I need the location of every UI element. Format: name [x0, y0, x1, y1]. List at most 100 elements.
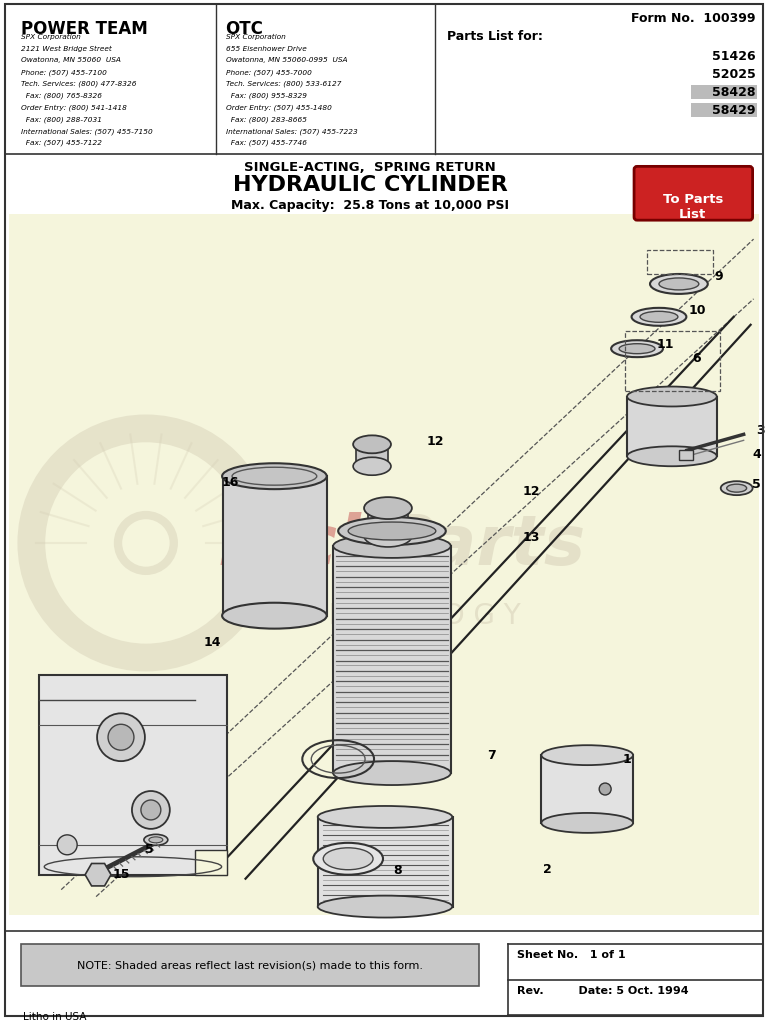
Bar [195, 850, 227, 874]
Ellipse shape [720, 481, 753, 496]
Text: 4: 4 [752, 447, 761, 461]
Text: 655 Eisenhower Drive: 655 Eisenhower Drive [226, 46, 306, 51]
Text: Form No.  100399: Form No. 100399 [631, 12, 756, 25]
Text: SINGLE-ACTING,  SPRING RETURN: SINGLE-ACTING, SPRING RETURN [244, 162, 496, 174]
Text: 58429: 58429 [712, 103, 756, 117]
Text: Parts List for:: Parts List for: [447, 30, 543, 43]
Ellipse shape [541, 813, 633, 833]
Text: 15: 15 [112, 868, 130, 882]
Ellipse shape [619, 344, 655, 353]
Ellipse shape [318, 806, 452, 827]
Ellipse shape [348, 522, 435, 540]
Text: 10: 10 [688, 304, 706, 317]
Text: 6: 6 [693, 352, 701, 366]
Text: Fax: (800) 288-7031: Fax: (800) 288-7031 [22, 116, 102, 123]
Ellipse shape [333, 761, 451, 785]
Text: Parts: Parts [384, 512, 586, 580]
Ellipse shape [727, 484, 746, 493]
Text: Tech. Services: (800) 533-6127: Tech. Services: (800) 533-6127 [226, 81, 341, 87]
Ellipse shape [364, 525, 412, 547]
Circle shape [97, 714, 145, 761]
Ellipse shape [541, 745, 633, 765]
Bar [318, 817, 453, 906]
Bar [691, 85, 756, 98]
Text: Order Entry: (800) 541-1418: Order Entry: (800) 541-1418 [22, 104, 127, 111]
Ellipse shape [318, 896, 452, 918]
Text: Owatonna, MN 55060  USA: Owatonna, MN 55060 USA [22, 57, 121, 63]
Text: 51426: 51426 [712, 50, 756, 62]
Ellipse shape [627, 446, 717, 466]
FancyBboxPatch shape [634, 166, 753, 220]
Text: 7: 7 [487, 749, 496, 762]
Text: 5: 5 [144, 844, 154, 856]
Ellipse shape [659, 278, 699, 290]
Text: 8: 8 [394, 864, 402, 878]
Text: 5: 5 [752, 477, 761, 490]
Text: 2121 West Bridge Street: 2121 West Bridge Street [22, 46, 112, 52]
Ellipse shape [149, 837, 163, 843]
Ellipse shape [631, 308, 687, 326]
Text: SPX Corporation: SPX Corporation [226, 34, 286, 40]
Ellipse shape [353, 458, 391, 475]
Text: 1: 1 [623, 753, 631, 766]
Text: Litho in USA: Litho in USA [23, 1012, 87, 1022]
Ellipse shape [323, 848, 373, 869]
Text: Phone: (507) 455-7100: Phone: (507) 455-7100 [22, 70, 108, 76]
Ellipse shape [627, 386, 717, 407]
Text: Fax: (800) 955-8329: Fax: (800) 955-8329 [226, 92, 306, 99]
Bar [627, 396, 717, 457]
Text: NOTE: Shaded areas reflect last revision(s) made to this form.: NOTE: Shaded areas reflect last revision… [77, 961, 422, 971]
Text: Sheet No.   1 of 1: Sheet No. 1 of 1 [518, 950, 626, 961]
Text: OTC: OTC [226, 19, 263, 38]
Ellipse shape [333, 534, 451, 558]
Ellipse shape [313, 843, 383, 874]
Bar [39, 676, 227, 874]
Text: International Sales: (507) 455-7150: International Sales: (507) 455-7150 [22, 128, 153, 134]
Circle shape [132, 791, 170, 828]
Text: To Parts
List: To Parts List [663, 194, 723, 221]
Bar [679, 451, 693, 460]
Text: Fax: (800) 283-8665: Fax: (800) 283-8665 [226, 116, 306, 123]
Ellipse shape [144, 835, 168, 846]
Circle shape [599, 783, 611, 795]
Text: 12: 12 [427, 435, 445, 447]
Text: POWER TEAM: POWER TEAM [22, 19, 148, 38]
Text: Fax: (507) 455-7122: Fax: (507) 455-7122 [22, 139, 102, 146]
Text: 9: 9 [714, 270, 723, 284]
Text: T E C H N O L O G Y: T E C H N O L O G Y [247, 602, 521, 630]
Ellipse shape [364, 497, 412, 519]
Text: 58428: 58428 [712, 86, 756, 98]
Bar [333, 546, 451, 773]
Text: Rev.         Date: 5 Oct. 1994: Rev. Date: 5 Oct. 1994 [518, 986, 689, 996]
Bar [356, 444, 388, 466]
Ellipse shape [338, 517, 445, 545]
Text: 14: 14 [204, 636, 221, 649]
Circle shape [108, 724, 134, 751]
Ellipse shape [650, 274, 708, 294]
Bar [647, 250, 713, 274]
Bar [223, 476, 327, 615]
Text: Fax: (507) 455-7746: Fax: (507) 455-7746 [226, 139, 306, 146]
Text: Tech. Services: (800) 477-8326: Tech. Services: (800) 477-8326 [22, 81, 137, 87]
Text: International Sales: (507) 455-7223: International Sales: (507) 455-7223 [226, 128, 357, 134]
Bar [368, 508, 408, 536]
Bar [691, 102, 756, 117]
Text: Phone: (507) 455-7000: Phone: (507) 455-7000 [226, 70, 312, 76]
Text: HYDRAULIC CYLINDER: HYDRAULIC CYLINDER [233, 175, 508, 196]
Text: SPX Corporation: SPX Corporation [22, 34, 81, 40]
Bar [9, 214, 759, 914]
Ellipse shape [640, 311, 678, 323]
Text: 16: 16 [222, 476, 240, 488]
Text: 52025: 52025 [712, 68, 756, 81]
Circle shape [58, 835, 77, 855]
Ellipse shape [222, 603, 326, 629]
Circle shape [141, 800, 161, 820]
Ellipse shape [353, 435, 391, 454]
Text: Fax: (800) 765-8326: Fax: (800) 765-8326 [22, 92, 102, 99]
Text: Order Entry: (507) 455-1480: Order Entry: (507) 455-1480 [226, 104, 332, 111]
Text: Owatonna, MN 55060-0995  USA: Owatonna, MN 55060-0995 USA [226, 57, 347, 63]
Text: Kick: Kick [219, 512, 384, 580]
Text: 12: 12 [523, 484, 540, 498]
Ellipse shape [222, 463, 326, 489]
Bar [625, 331, 720, 390]
